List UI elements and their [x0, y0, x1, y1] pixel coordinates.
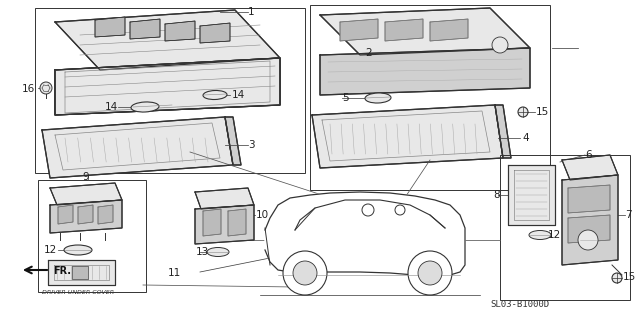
Polygon shape: [195, 205, 254, 244]
Polygon shape: [320, 48, 530, 95]
Text: 12: 12: [548, 230, 561, 240]
Ellipse shape: [131, 102, 159, 112]
Text: 10: 10: [256, 210, 269, 220]
Polygon shape: [58, 205, 73, 224]
Polygon shape: [55, 10, 280, 70]
Text: 8: 8: [493, 190, 500, 200]
Polygon shape: [50, 183, 122, 205]
Polygon shape: [228, 209, 246, 236]
Polygon shape: [203, 209, 221, 236]
Ellipse shape: [64, 245, 92, 255]
Text: 12: 12: [44, 245, 57, 255]
Text: 6: 6: [585, 150, 591, 160]
Ellipse shape: [365, 93, 391, 103]
Circle shape: [418, 261, 442, 285]
Ellipse shape: [207, 247, 229, 257]
Circle shape: [395, 205, 405, 215]
Polygon shape: [78, 205, 93, 224]
Polygon shape: [72, 266, 88, 279]
Polygon shape: [55, 58, 280, 115]
Polygon shape: [48, 260, 115, 285]
Polygon shape: [95, 17, 125, 37]
Polygon shape: [508, 165, 555, 225]
Polygon shape: [200, 23, 230, 43]
Polygon shape: [495, 105, 511, 158]
Polygon shape: [50, 200, 122, 233]
Ellipse shape: [529, 231, 551, 239]
Text: 2: 2: [365, 48, 372, 58]
Text: 1: 1: [248, 7, 255, 17]
Text: 16: 16: [22, 84, 35, 94]
Polygon shape: [55, 58, 280, 115]
Polygon shape: [42, 117, 233, 178]
Text: 5: 5: [342, 93, 349, 103]
Text: 4: 4: [522, 133, 529, 143]
Polygon shape: [568, 215, 610, 243]
Polygon shape: [165, 21, 195, 41]
Polygon shape: [340, 19, 378, 41]
Polygon shape: [265, 192, 465, 276]
Circle shape: [362, 204, 374, 216]
Text: FR.: FR.: [53, 266, 71, 276]
Text: SL03-B1000D: SL03-B1000D: [490, 300, 549, 309]
Bar: [310, 5, 550, 190]
Polygon shape: [562, 155, 618, 180]
Polygon shape: [320, 8, 530, 55]
Polygon shape: [195, 188, 254, 209]
Circle shape: [518, 107, 528, 117]
Circle shape: [293, 261, 317, 285]
Bar: [38, 180, 146, 292]
Text: 9: 9: [82, 172, 88, 182]
Polygon shape: [130, 19, 160, 39]
Circle shape: [40, 82, 52, 94]
Text: 14: 14: [105, 102, 118, 112]
Polygon shape: [430, 19, 468, 41]
Text: 15: 15: [623, 272, 636, 282]
Circle shape: [283, 251, 327, 295]
Polygon shape: [98, 205, 113, 224]
Ellipse shape: [203, 91, 227, 100]
Circle shape: [612, 273, 622, 283]
Bar: [500, 155, 630, 300]
Polygon shape: [225, 117, 241, 165]
Polygon shape: [568, 185, 610, 213]
Circle shape: [492, 37, 508, 53]
Polygon shape: [385, 19, 423, 41]
Text: 7: 7: [625, 210, 632, 220]
Circle shape: [408, 251, 452, 295]
Circle shape: [578, 230, 598, 250]
Polygon shape: [562, 175, 618, 265]
Text: 15: 15: [536, 107, 549, 117]
Text: DRIVER UNDER COVER: DRIVER UNDER COVER: [42, 290, 114, 295]
Text: 3: 3: [248, 140, 255, 150]
Text: 14: 14: [232, 90, 245, 100]
Text: 13: 13: [196, 247, 209, 257]
Bar: [35, 8, 305, 173]
Text: 11: 11: [168, 268, 181, 278]
Polygon shape: [312, 105, 503, 168]
